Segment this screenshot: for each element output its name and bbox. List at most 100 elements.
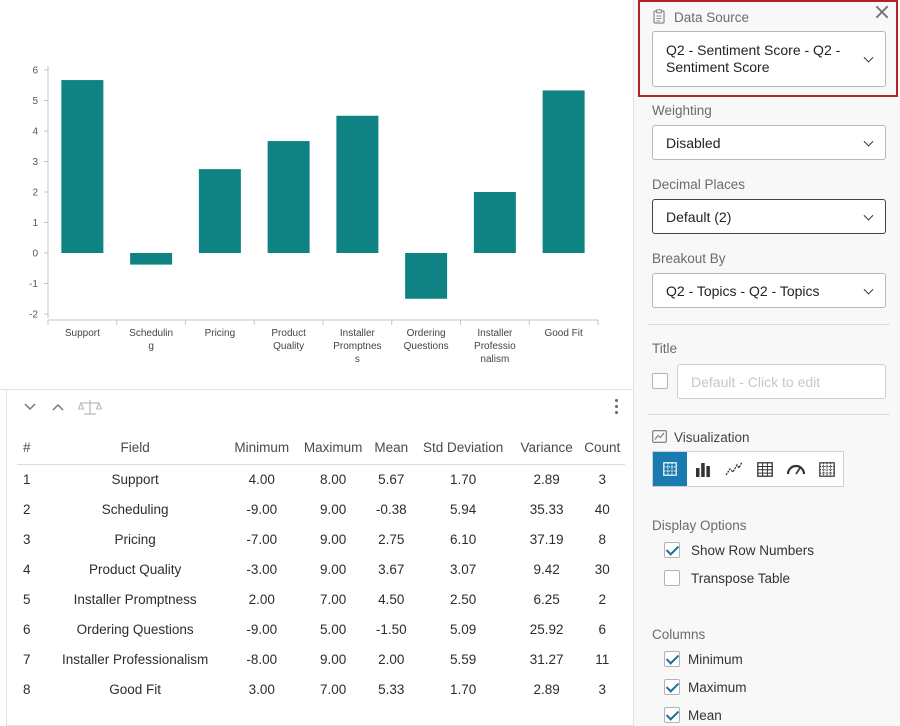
x-tick-label-line: Questions (404, 341, 449, 352)
table-cell: 5.94 (449, 501, 477, 517)
gauge-icon (786, 464, 805, 475)
decimal-places-value: Default (2) (666, 208, 732, 225)
y-tick-label: 1 (32, 218, 38, 229)
table-cell: -9.00 (246, 501, 278, 517)
header-variance[interactable]: Variance (513, 432, 580, 465)
header-minimum[interactable]: Minimum (227, 432, 297, 465)
x-tick-label: Product Quality (271, 328, 306, 352)
header-maximum[interactable]: Maximum (296, 432, 370, 465)
y-tick-label: 0 (32, 249, 38, 260)
table-cell: 8 (598, 531, 607, 547)
table-row: 8 Good Fit 3.00 7.00 5.33 1.70 2.89 3 (17, 674, 625, 704)
table-cell: 7.00 (320, 681, 347, 697)
expand-up-icon[interactable] (49, 398, 67, 416)
x-tick-label: Support (65, 328, 100, 339)
weight-scale-icon[interactable] (77, 398, 103, 416)
bar-support (61, 80, 104, 253)
close-icon[interactable] (874, 4, 890, 20)
x-tick-label-line: Ordering (407, 328, 446, 339)
bar-pricing (198, 169, 241, 253)
table-cell: 9.00 (320, 561, 347, 577)
bar-ordering-questions (405, 253, 448, 299)
viz-table-button[interactable] (749, 452, 780, 486)
chevron-down-icon (863, 284, 874, 295)
data-source-select[interactable]: Q2 - Sentiment Score - Q2 - Sentiment Sc… (652, 31, 886, 87)
column-mean-label: Mean (688, 708, 722, 723)
table-cell: 9.00 (320, 501, 347, 517)
title-checkbox[interactable] (652, 373, 668, 389)
table-cell: 5.00 (320, 621, 347, 637)
header-row-number[interactable]: # (17, 432, 43, 465)
show-row-numbers-checkbox[interactable] (664, 542, 680, 558)
divider (648, 414, 890, 415)
table-cell: 3.07 (449, 561, 477, 577)
viz-bar-chart-button[interactable] (687, 452, 718, 486)
chart-card: 6 5 4 3 2 1 0 -1 -2 Support Schedulin g Pricing Produ… (0, 0, 634, 390)
visualization-label: Visualization (674, 430, 750, 445)
bar-installer-promptness (336, 115, 379, 253)
table-cell: 6.10 (449, 531, 477, 547)
table-cell: -0.38 (375, 501, 407, 517)
table-cell: 9.00 (320, 651, 347, 667)
x-tick-label-line: g (148, 341, 154, 352)
more-options-icon[interactable] (613, 399, 619, 415)
transpose-table-checkbox[interactable] (664, 570, 680, 586)
table-cell: Product Quality (89, 561, 182, 577)
data-source-value-line1: Q2 - Sentiment Score - Q2 - (666, 42, 841, 58)
table-cell: 7.00 (320, 591, 347, 607)
decimal-places-select[interactable]: Default (2) (652, 199, 886, 234)
table-cell: 2.50 (449, 591, 477, 607)
viz-statistics-table-button[interactable] (653, 452, 687, 486)
table-cell: 6 (23, 621, 31, 637)
table-cell: 5.09 (449, 621, 477, 637)
table-cell: Installer Promptness (73, 591, 197, 607)
columns-label: Columns (652, 627, 706, 642)
table-cell: 9.00 (320, 531, 347, 547)
column-mean-checkbox[interactable] (664, 707, 680, 723)
table-row: 1 Support 4.00 8.00 5.67 1.70 2.89 3 (17, 464, 625, 494)
header-mean[interactable]: Mean (370, 432, 413, 465)
table-cell: -1.50 (375, 621, 407, 637)
display-options-label: Display Options (652, 518, 747, 533)
column-maximum-checkbox[interactable] (664, 679, 680, 695)
table-cell: 5.67 (378, 471, 405, 487)
table-cell: 5 (23, 591, 31, 607)
table-cell: 31.27 (529, 651, 564, 667)
table-cell: 2 (598, 591, 607, 607)
header-std-deviation[interactable]: Std Deviation (412, 432, 514, 465)
x-tick-label-line: Installer (340, 328, 376, 339)
title-input[interactable]: Default - Click to edit (677, 364, 886, 399)
divider (648, 324, 890, 325)
x-tick-label-line: Professio (474, 341, 516, 352)
table-row: 6 Ordering Questions -9.00 5.00 -1.50 5.09 25.… (17, 614, 625, 644)
column-minimum-checkbox[interactable] (664, 651, 680, 667)
x-tick-label-line: Pricing (205, 328, 236, 339)
table-cell: 5.33 (378, 681, 405, 697)
table-icon (756, 461, 773, 477)
decimal-places-label: Decimal Places (652, 177, 746, 192)
x-tick-label-line: Good Fit (544, 328, 583, 339)
table-cell: 4.00 (248, 471, 275, 487)
weighting-select[interactable]: Disabled (652, 125, 886, 160)
chevron-down-icon (863, 210, 874, 221)
table-cell: 3.00 (248, 681, 275, 697)
statistics-table-icon (663, 462, 677, 476)
viz-line-chart-button[interactable] (718, 452, 749, 486)
breakout-by-select[interactable]: Q2 - Topics - Q2 - Topics (652, 273, 886, 308)
collapse-down-icon[interactable] (21, 398, 39, 416)
weighting-label: Weighting (652, 103, 712, 118)
header-count[interactable]: Count (579, 432, 625, 465)
x-tick-label: Pricing (205, 328, 236, 339)
table-cell: 7 (23, 651, 31, 667)
viz-data-table-button[interactable] (811, 452, 842, 486)
x-tick-label: Installer Professio nalism (474, 328, 516, 365)
y-tick-label: -2 (29, 310, 38, 321)
x-tick-label: Schedulin g (129, 328, 173, 352)
table-header-row: # Field Minimum Maximum Mean Std Deviati… (17, 432, 625, 465)
data-source-label: Data Source (674, 10, 750, 25)
y-tick-label: 2 (32, 188, 38, 199)
viz-gauge-button[interactable] (780, 452, 811, 486)
header-field[interactable]: Field (43, 432, 228, 465)
table-cell: 2.75 (378, 531, 405, 547)
bar-installer-professionalism (473, 192, 516, 253)
